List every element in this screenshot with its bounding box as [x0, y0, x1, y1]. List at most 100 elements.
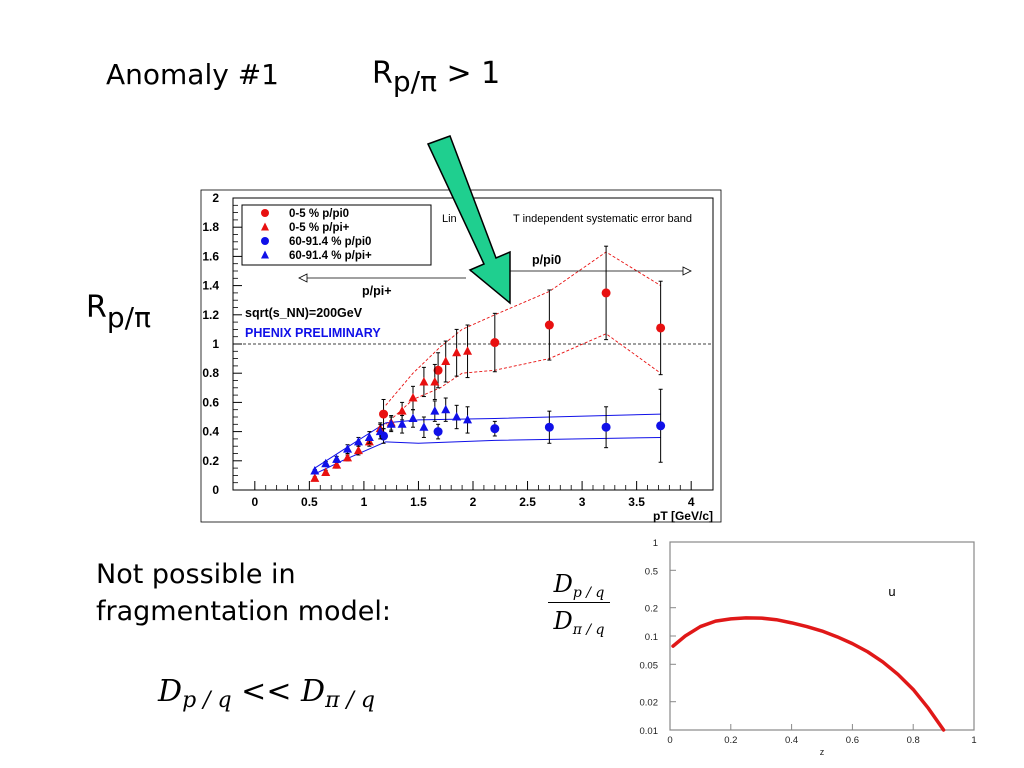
- small-y-tick-label: 0.5: [645, 566, 658, 577]
- x-tick-label: 0: [251, 495, 258, 509]
- y-tick-label: 0: [212, 483, 219, 497]
- title-ratio: Rp/π > 1: [372, 56, 501, 98]
- data-point: [375, 426, 385, 436]
- data-point: [353, 436, 363, 446]
- data-point: [419, 422, 429, 431]
- data-point: [310, 473, 320, 482]
- small-x-tick-label: 1: [971, 735, 976, 746]
- data-point: [408, 393, 418, 402]
- side-label-main: R: [86, 290, 107, 325]
- data-point: [408, 413, 418, 422]
- small-y-tick-label: 0.01: [640, 726, 659, 737]
- data-point: [601, 288, 611, 298]
- legend-marker: [261, 237, 269, 245]
- data-point: [397, 406, 407, 415]
- data-point: [397, 419, 407, 428]
- data-point: [441, 356, 451, 366]
- y-tick-label: 1.6: [202, 249, 219, 263]
- legend-label: 60-91.4 % p/pi+: [289, 250, 372, 262]
- y-tick-label: 2: [212, 191, 219, 205]
- frac-den-d: D: [553, 607, 573, 635]
- legend-label: 0-5 % p/pi+: [289, 222, 350, 234]
- y-tick-label: 0.2: [202, 454, 219, 468]
- small-data: [671, 616, 946, 732]
- data-point: [544, 320, 554, 330]
- fragmentation-inequality: Dp / q << Dπ / q: [158, 674, 375, 713]
- main-grid: 0 0.2 0.4 0.6 0.8 1 1.2 1.4 1.6 1.8 2 0 0.5 1 1.5 2 2.5 3…: [202, 191, 713, 523]
- small-curve-label: u: [888, 584, 895, 599]
- legend-label: 60-91.4 % p/pi0: [289, 236, 371, 248]
- systematic-label-right: T independent systematic error band: [513, 213, 692, 225]
- small-x-tick-label: 0.8: [907, 735, 920, 746]
- data-point: [433, 365, 443, 375]
- y-tick-label: 1.4: [202, 279, 219, 293]
- x-tick-label: 3: [579, 495, 586, 509]
- body-text: Not possible in fragmentation model:: [96, 556, 391, 630]
- legend-marker: [261, 222, 269, 231]
- small-y-tick-label: 1: [653, 538, 658, 549]
- small-y-tick-label: 0.1: [645, 632, 658, 643]
- small-y-tick-label: 0.02: [640, 698, 659, 709]
- legend-marker: [261, 250, 269, 259]
- small-grid: 0.01 0.02 0.05 0.1 0.2 0.5 1 0 0.2 0.4 0.6 0.8 1 z u: [640, 538, 977, 757]
- x-tick-label: 2.5: [519, 495, 536, 509]
- sqrt-label: sqrt(s_NN)=200GeV: [245, 306, 363, 320]
- data-point: [310, 466, 320, 475]
- data-point: [419, 376, 429, 386]
- legend-label: 0-5 % p/pi0: [289, 208, 349, 220]
- x-axis-title: pT [GeV/c]: [653, 509, 713, 523]
- fragmentation-ratio-fraction: Dp / q Dπ / q: [548, 570, 610, 638]
- ineq-op: <<: [231, 674, 301, 709]
- data-point: [430, 406, 440, 415]
- legend-marker: [261, 209, 269, 217]
- frac-den-sub: π / q: [572, 622, 605, 638]
- ppi0-label: p/pi0: [532, 253, 561, 267]
- data-point: [430, 376, 440, 386]
- data-point: [343, 444, 353, 453]
- x-tick-label: 1.5: [410, 495, 427, 509]
- y-tick-label: 1: [212, 337, 219, 351]
- y-tick-label: 1.8: [202, 220, 219, 234]
- x-tick-label: 1: [361, 495, 368, 509]
- small-x-tick-label: 0.6: [846, 735, 859, 746]
- data-point: [386, 419, 396, 428]
- data-point: [490, 338, 500, 348]
- x-tick-label: 3.5: [628, 495, 645, 509]
- fragmentation-curve: [671, 616, 946, 732]
- central-band-upper: [385, 251, 661, 406]
- frac-num-d: D: [553, 570, 573, 598]
- data-point: [656, 421, 666, 431]
- body-line-2: fragmentation model:: [96, 596, 391, 627]
- title-ratio-main: R: [372, 56, 393, 91]
- slide-title: Anomaly #1: [106, 58, 279, 91]
- ppi0-arrow-head: [682, 266, 692, 276]
- central-band-lower: [385, 333, 661, 425]
- side-label-sub: p/π: [106, 301, 151, 334]
- y-tick-label: 1.2: [202, 308, 219, 322]
- data-point: [332, 454, 342, 463]
- data-point: [601, 422, 611, 432]
- ppip-arrow-head: [298, 273, 308, 283]
- small-x-tick-label: 0.4: [785, 735, 798, 746]
- main-annotations: 0-5 % p/pi0 0-5 % p/pi+ 60-91.4 % p/pi0 60-…: [241, 204, 692, 340]
- data-point: [490, 424, 500, 434]
- data-point: [452, 412, 462, 421]
- anomaly-arrow-shape: [426, 135, 511, 305]
- small-x-tick-label: 0: [667, 735, 672, 746]
- ineq-sub1: p / q: [182, 688, 232, 713]
- data-point: [441, 404, 451, 414]
- data-point: [353, 445, 363, 455]
- frac-denominator: Dπ / q: [548, 607, 610, 638]
- small-plot-area: [669, 541, 975, 731]
- ineq-d2: D: [301, 674, 326, 709]
- small-x-axis-title: z: [820, 747, 825, 757]
- data-point: [463, 414, 473, 424]
- title-ratio-tail: > 1: [436, 56, 501, 91]
- data-point: [433, 427, 443, 437]
- small-y-tick-label: 0.2: [645, 604, 658, 615]
- data-point: [321, 467, 331, 476]
- y-tick-label: 0.6: [202, 395, 219, 409]
- ineq-sub2: π / q: [325, 688, 376, 713]
